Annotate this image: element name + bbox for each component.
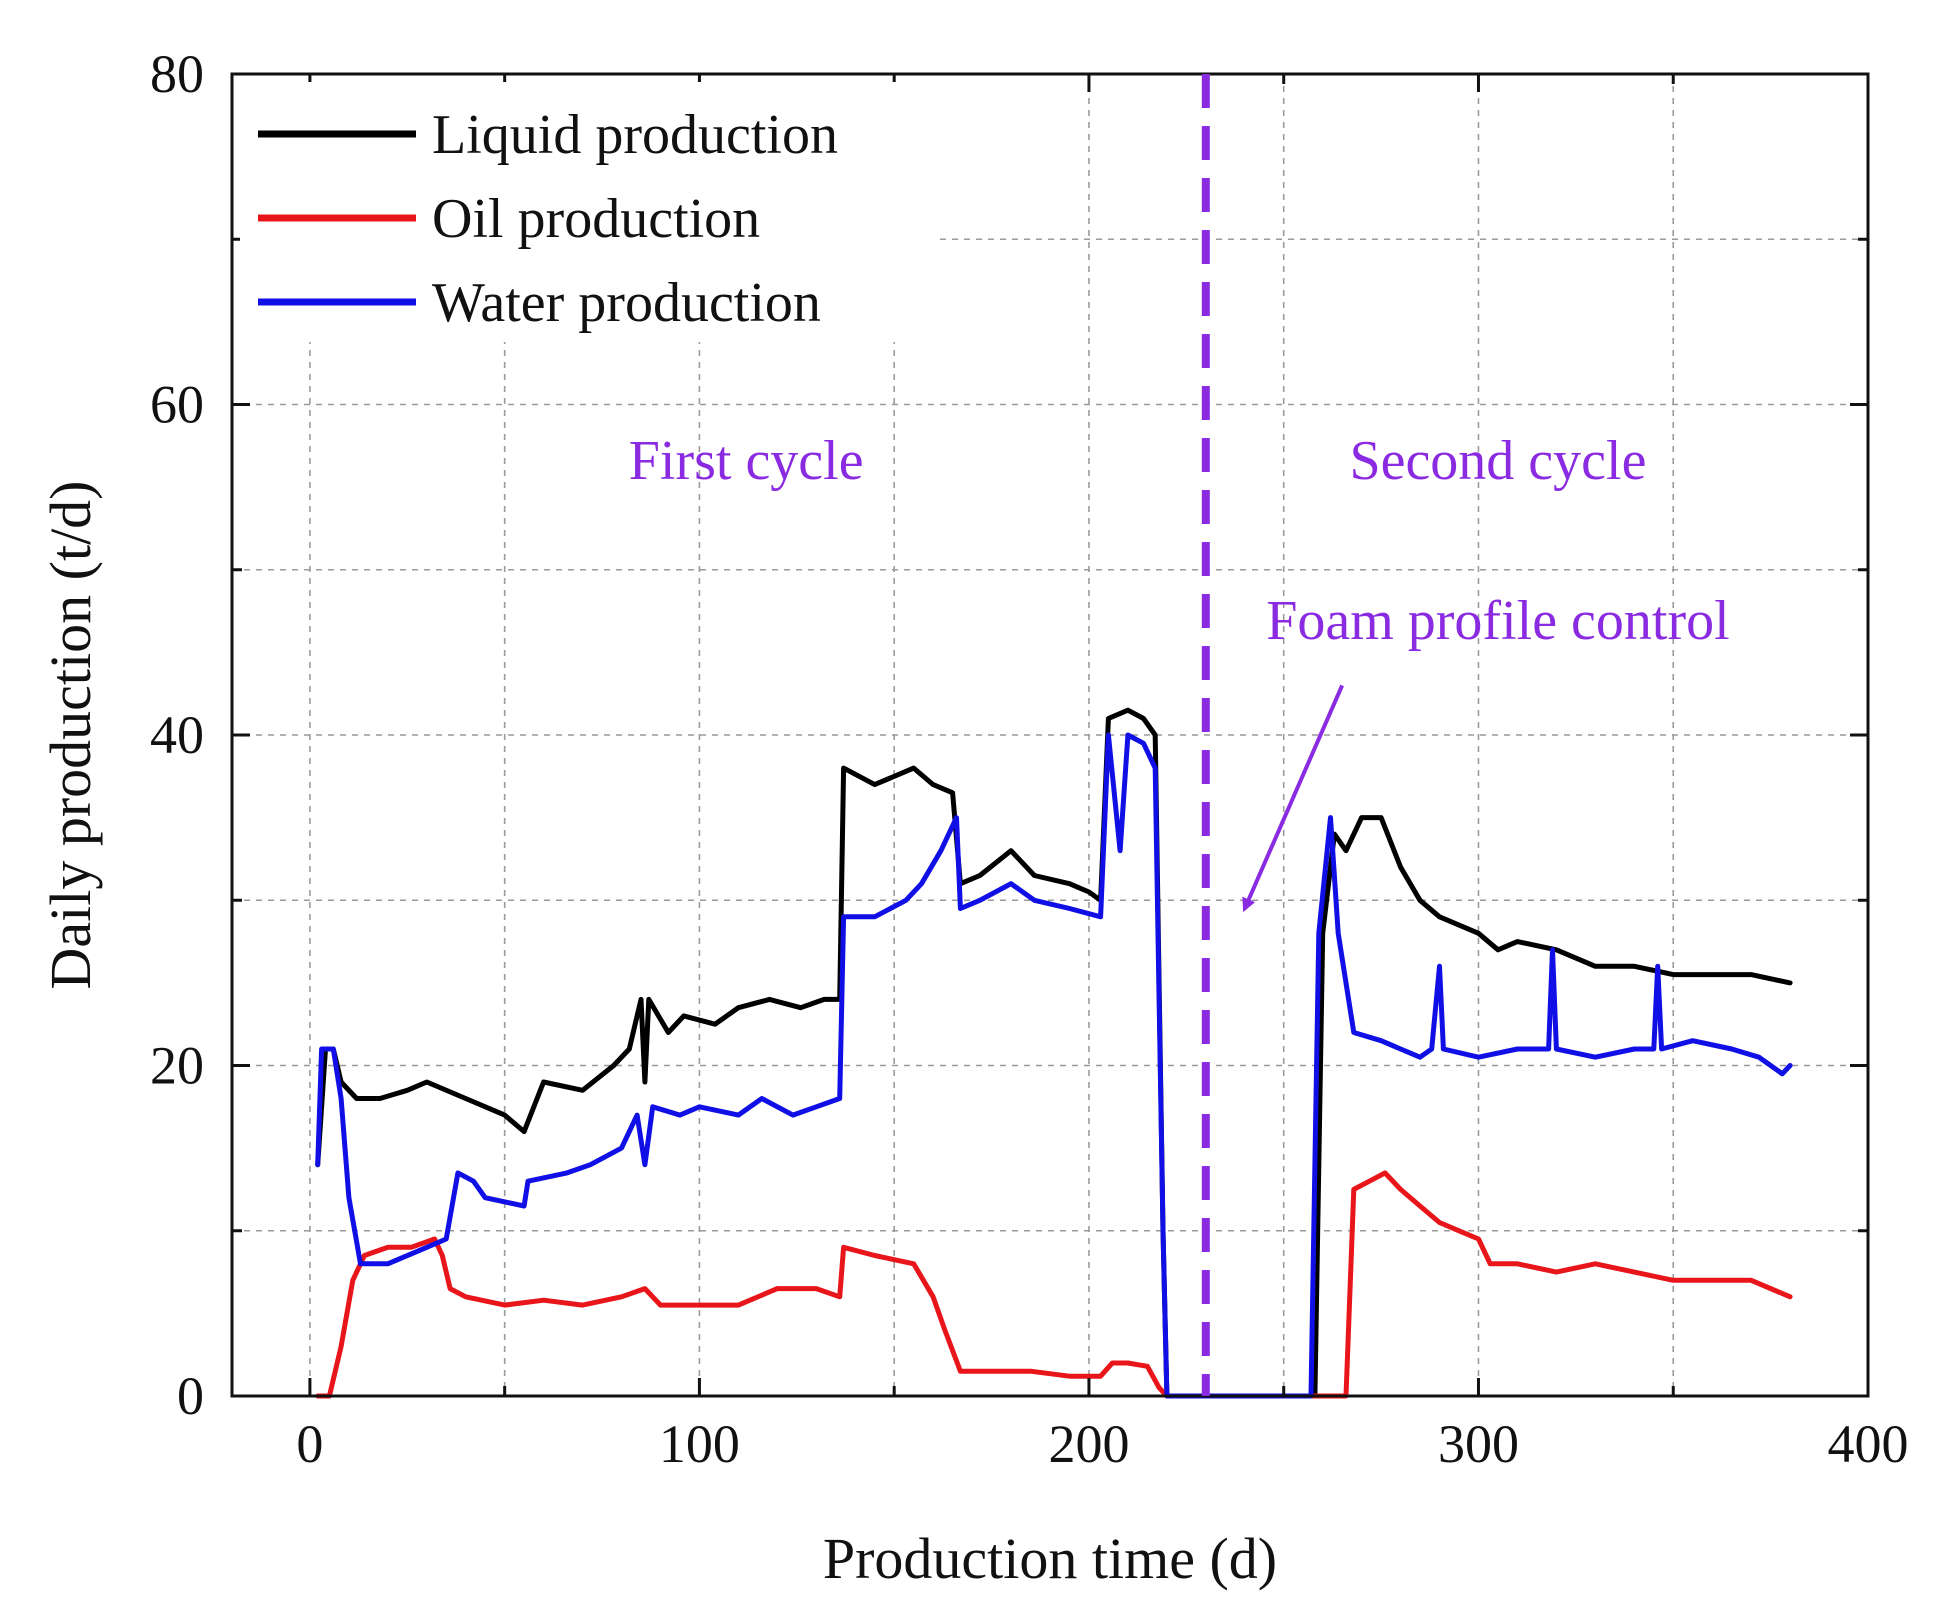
y-tick-label-20: 20 (150, 1036, 204, 1096)
series-line-water (315, 732, 1793, 1399)
x-tick-label-0: 0 (296, 1414, 323, 1474)
y-axis-title: Daily production (t/d) (38, 480, 103, 989)
legend-label-liquid: Liquid production (432, 104, 838, 166)
y-tick-labels: 0 20 40 60 80 (150, 44, 204, 1426)
legend-label-water: Water production (432, 272, 821, 334)
series-group (315, 707, 1793, 1399)
foam-arrow (1242, 684, 1344, 913)
x-tick-label-100: 100 (659, 1414, 740, 1474)
y-tick-label-0: 0 (177, 1366, 204, 1426)
x-tick-label-400: 400 (1828, 1414, 1909, 1474)
second-cycle-label: Second cycle (1349, 430, 1646, 492)
x-tick-label-300: 300 (1438, 1414, 1519, 1474)
y-tick-label-60: 60 (150, 375, 204, 435)
first-cycle-label: First cycle (629, 430, 864, 492)
x-tick-labels: 0 100 200 300 400 (296, 1414, 1908, 1474)
y-tick-label-80: 80 (150, 44, 204, 104)
x-axis-title: Production time (d) (823, 1526, 1277, 1591)
legend: Liquid production Oil production Water p… (240, 82, 940, 342)
series-line-oil (315, 1170, 1793, 1399)
x-tick-label-200: 200 (1048, 1414, 1129, 1474)
y-tick-label-40: 40 (150, 705, 204, 765)
foam-profile-control-label: Foam profile control (1266, 590, 1729, 652)
legend-label-oil: Oil production (432, 188, 760, 250)
